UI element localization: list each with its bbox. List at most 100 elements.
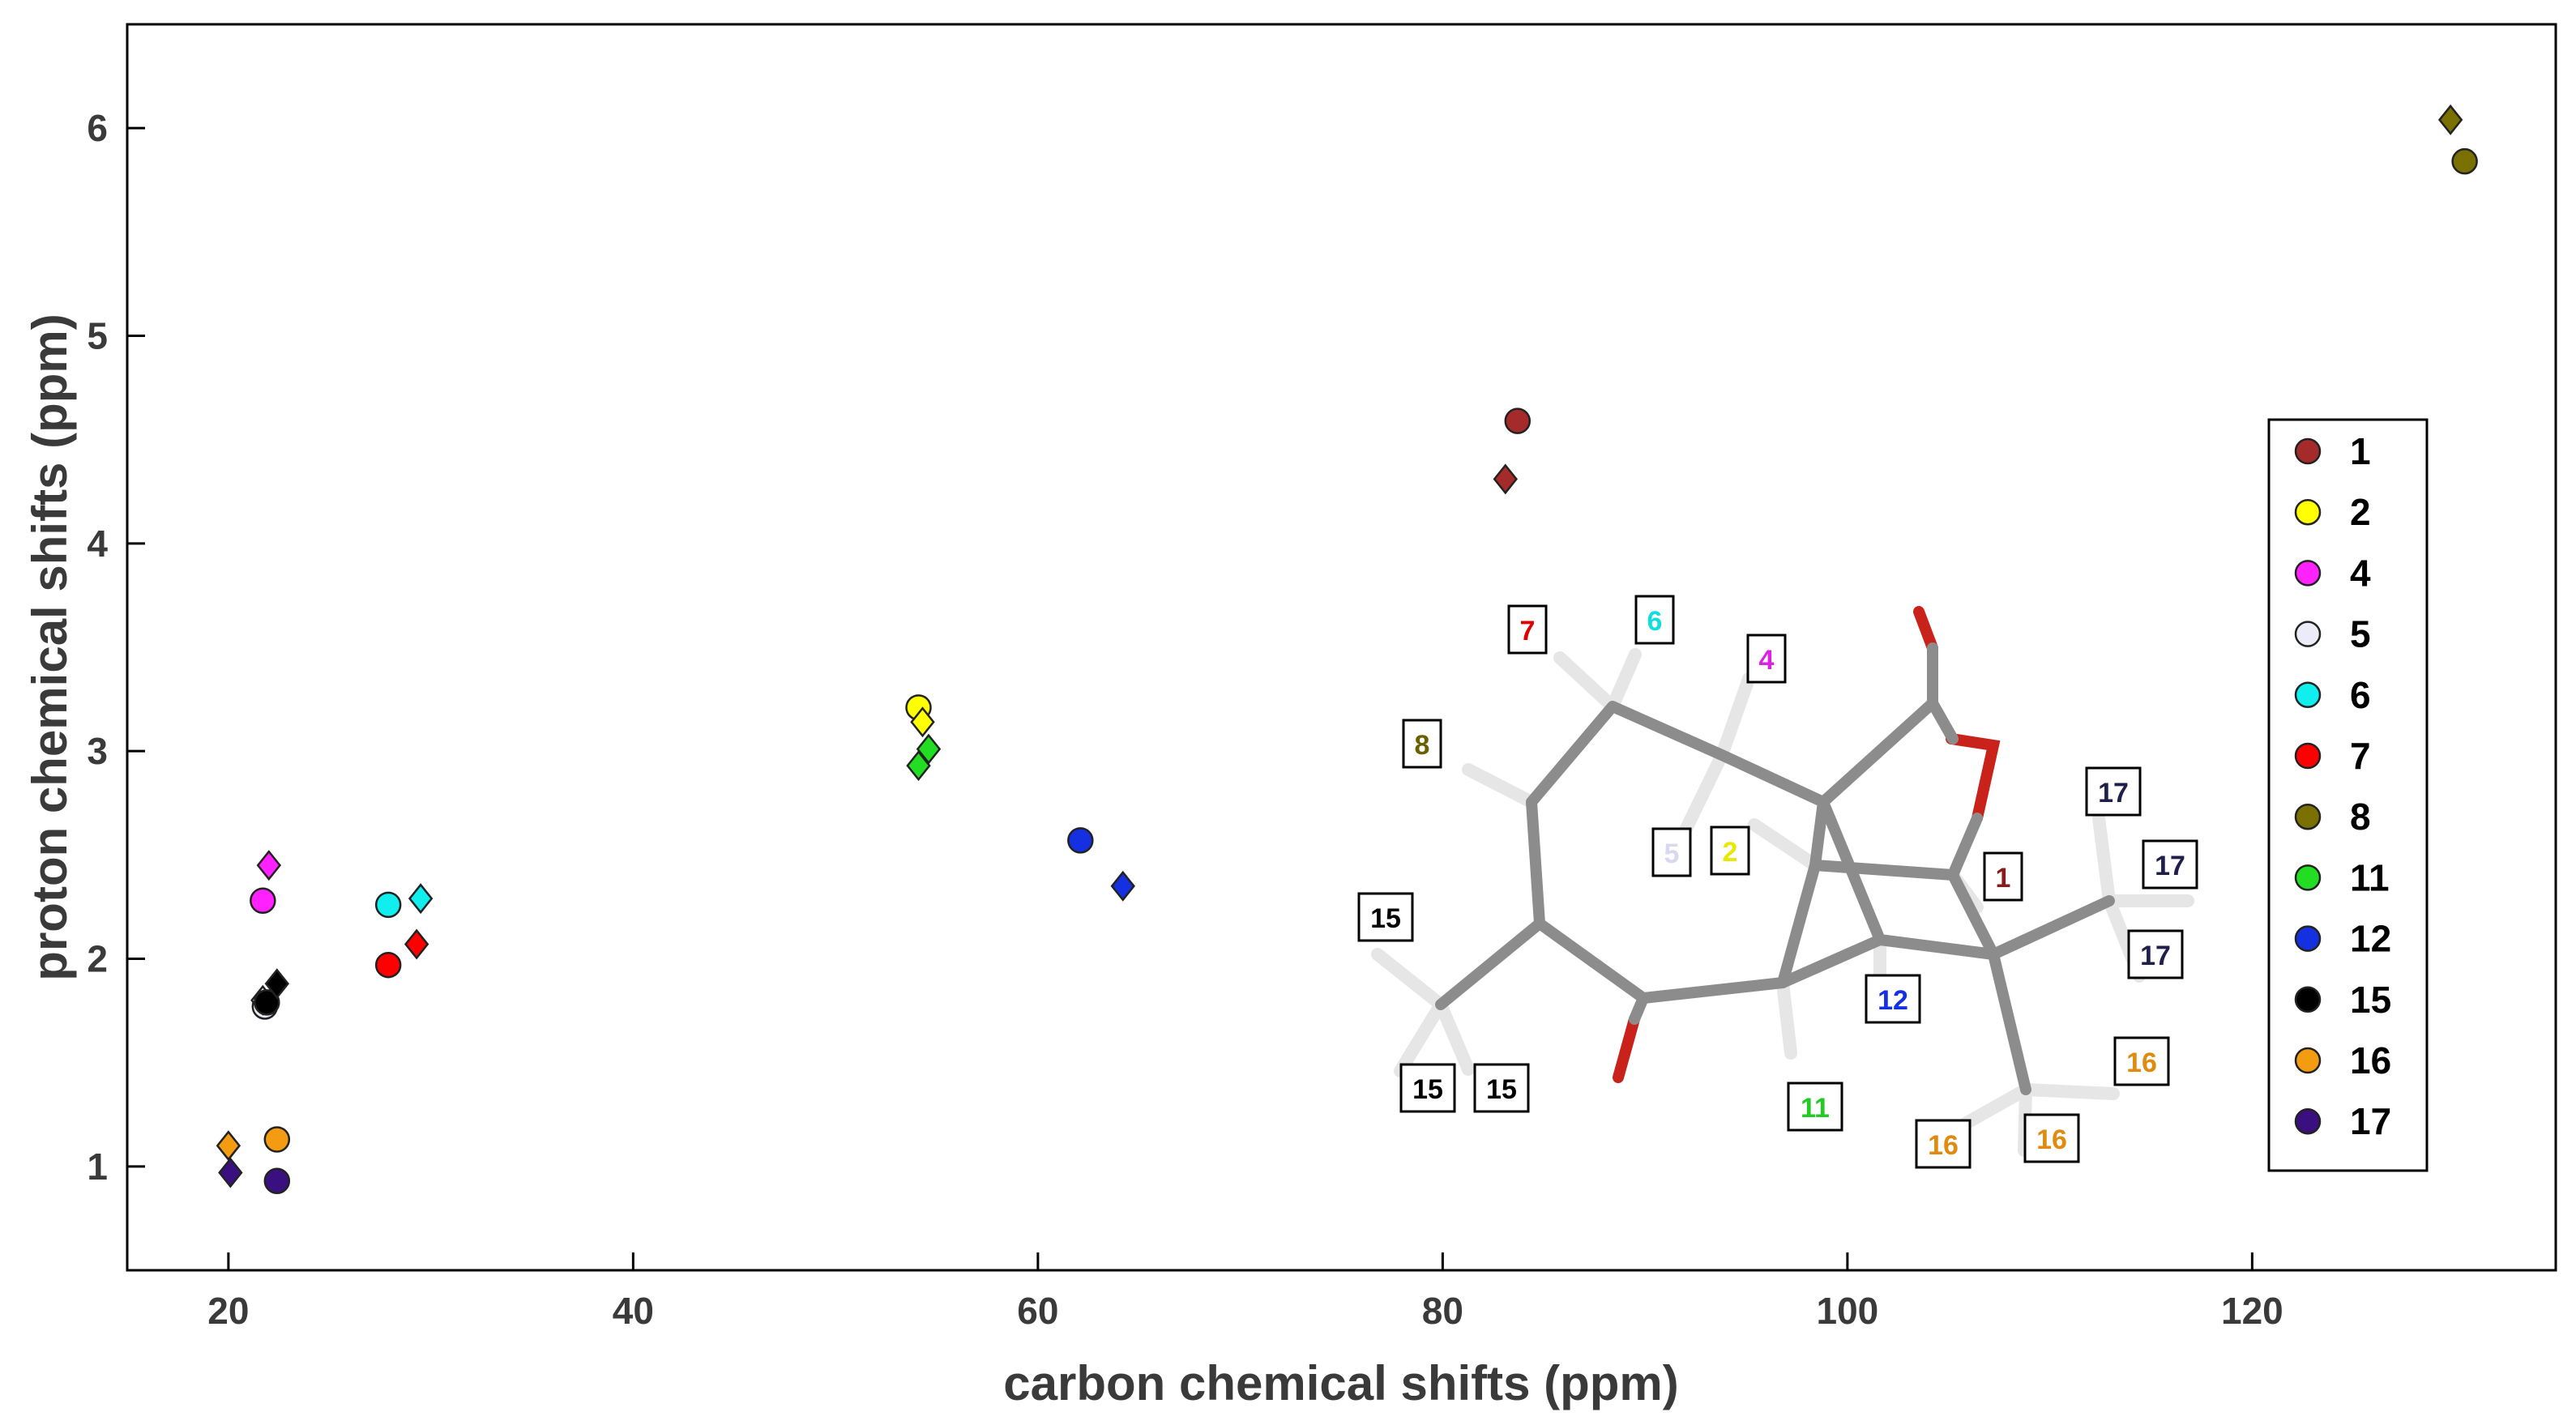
atom-label: 12 xyxy=(1878,985,1908,1016)
atom-label-box xyxy=(1915,1119,1972,1169)
legend-label-1: 1 xyxy=(2350,430,2371,472)
atom-label: 8 xyxy=(1415,730,1430,761)
bond-o-c1 xyxy=(1947,813,1983,881)
legend-label-11: 11 xyxy=(2350,856,2390,898)
x-tick-label: 60 xyxy=(1017,1290,1058,1332)
atom-label-box xyxy=(2127,929,2184,979)
legend-marker-15 xyxy=(2294,986,2322,1013)
point-1-circle xyxy=(1504,407,1532,434)
molecule-oxygen-bonds xyxy=(1613,606,2001,1083)
bond-h16a xyxy=(2019,1083,2120,1100)
atom-label: 15 xyxy=(1486,1074,1517,1105)
atom-label: 17 xyxy=(2140,941,2171,971)
legend-marker-12 xyxy=(2294,925,2322,952)
legend-marker-16 xyxy=(2294,1047,2322,1074)
legend-label-7: 7 xyxy=(2350,735,2371,777)
point-16-circle xyxy=(263,1126,291,1153)
y-axis-ticks: 1 2 3 4 5 6 xyxy=(87,107,145,1188)
point-11-diamond xyxy=(916,733,942,765)
atom-label-box xyxy=(1710,826,1750,876)
bond-o-ketone xyxy=(1613,1013,1640,1083)
point-7-circle xyxy=(374,951,402,979)
point-11-diamond xyxy=(906,750,931,782)
point-4-diamond xyxy=(256,850,282,881)
x-tick-label: 100 xyxy=(1817,1290,1879,1332)
molecule-hydrogen-bonds xyxy=(1371,648,2194,1157)
point-4-circle xyxy=(250,887,276,914)
y-tick-label: 1 xyxy=(87,1146,108,1188)
bond-c16 xyxy=(1988,949,2031,1095)
bond-ring-b xyxy=(1777,860,1821,988)
legend-box xyxy=(2267,418,2429,1172)
molecule-carbon-bonds xyxy=(1435,642,2115,1095)
atom-label: 16 xyxy=(1928,1130,1959,1161)
bond-h16b xyxy=(1954,1083,2032,1133)
bond-h2 xyxy=(1748,818,1822,872)
bond-c15 xyxy=(1435,918,1545,1010)
bond-o-ring xyxy=(1946,733,2001,824)
bond-o-carbonyl-top xyxy=(1913,606,1938,654)
atom-label-box xyxy=(2085,766,2142,817)
atom-label-box xyxy=(1357,892,1414,942)
atom-label: 15 xyxy=(1412,1074,1443,1105)
y-axis-label: proton chemical shifts (ppm) xyxy=(23,314,77,980)
legend-label-2: 2 xyxy=(2350,491,2371,533)
atom-label-box xyxy=(1865,974,1921,1024)
y-tick-label: 2 xyxy=(87,938,108,980)
bond-h8 xyxy=(1462,763,1538,808)
legend-marker-4 xyxy=(2294,560,2322,587)
x-tick-label: 40 xyxy=(613,1290,654,1332)
point-15-circle xyxy=(254,989,280,1016)
atom-label: 7 xyxy=(1520,616,1536,646)
point-6-diamond xyxy=(408,883,434,915)
point-6-circle xyxy=(374,891,402,919)
y-tick-label: 5 xyxy=(87,315,108,357)
legend-marker-17 xyxy=(2294,1107,2322,1135)
atom-label-box xyxy=(1507,604,1548,655)
point-7-diamond xyxy=(404,928,429,960)
point-17-circle xyxy=(263,1167,291,1195)
bond-h4 xyxy=(1715,672,1755,762)
bond-h15a xyxy=(1371,948,1447,1011)
atom-label-box xyxy=(1651,827,1692,877)
bond-h17a xyxy=(2092,812,2116,907)
legend-marker-7 xyxy=(2294,742,2322,770)
point-12-circle xyxy=(1067,827,1094,854)
point-15-diamond xyxy=(264,968,290,1000)
atom-label-box xyxy=(1399,1063,1456,1113)
y-tick-label: 4 xyxy=(87,523,108,565)
legend-marker-5 xyxy=(2294,621,2322,647)
bond-h7 xyxy=(1553,651,1619,713)
atom-label: 16 xyxy=(2126,1047,2157,1078)
atom-label: 6 xyxy=(1647,606,1663,637)
bond-h15c xyxy=(1434,998,1475,1076)
bond-h15b xyxy=(1394,998,1447,1077)
legend-label-12: 12 xyxy=(2350,918,2391,960)
atom-label: 16 xyxy=(2036,1124,2067,1155)
bond-h5 xyxy=(1675,749,1728,845)
atom-label: 17 xyxy=(2098,778,2129,808)
legend-label-16: 16 xyxy=(2350,1039,2391,1082)
atom-label: 15 xyxy=(1370,903,1401,934)
atom-label-box xyxy=(2023,1113,2080,1163)
legend-marker-8 xyxy=(2294,803,2322,830)
legend-label-15: 15 xyxy=(2350,979,2391,1021)
bond-lactone xyxy=(1818,698,1959,808)
x-axis-label: carbon chemical shifts (ppm) xyxy=(1003,1356,1679,1410)
legend-label-17: 17 xyxy=(2350,1100,2391,1142)
bond-c17 xyxy=(1988,895,2115,960)
x-tick-label: 120 xyxy=(2221,1290,2283,1332)
atom-label-box xyxy=(2113,1036,2170,1086)
atom-label-box xyxy=(1983,851,2023,902)
x-tick-label: 80 xyxy=(1422,1290,1463,1332)
atom-label-box xyxy=(1634,595,1675,645)
y-tick-label: 6 xyxy=(87,107,108,149)
atom-label: 1 xyxy=(1996,863,2011,894)
point-17-diamond xyxy=(218,1157,243,1188)
atom-label-box xyxy=(1402,719,1442,769)
point-16-diamond xyxy=(216,1130,241,1162)
point-1-diamond xyxy=(1493,463,1518,495)
